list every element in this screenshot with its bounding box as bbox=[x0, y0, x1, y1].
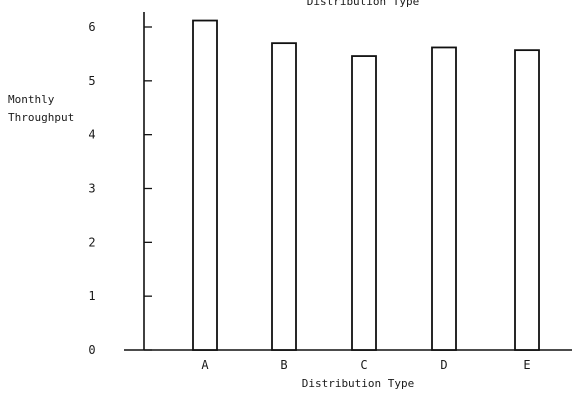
y-axis-label-line-1: Monthly bbox=[8, 93, 55, 106]
bar-e bbox=[514, 49, 540, 351]
bar-d bbox=[431, 46, 457, 351]
x-tick-label-d: D bbox=[440, 358, 447, 372]
x-tick-label-e: E bbox=[523, 358, 530, 372]
x-tick-label-b: B bbox=[280, 358, 287, 372]
y-tick-label: 5 bbox=[88, 74, 95, 88]
y-tick-label: 0 bbox=[88, 343, 95, 357]
y-tick-label: 4 bbox=[88, 128, 95, 142]
y-tick-label: 2 bbox=[88, 235, 95, 249]
y-axis-label-line-2: Throughput bbox=[8, 111, 74, 124]
bar-a bbox=[192, 19, 218, 351]
x-tick-labels: A B C D E bbox=[201, 358, 530, 372]
y-tick-label: 6 bbox=[88, 20, 95, 34]
bar-b bbox=[271, 42, 297, 351]
x-tick-label-c: C bbox=[360, 358, 367, 372]
y-tick-label: 3 bbox=[88, 182, 95, 196]
y-tick-label: 1 bbox=[88, 289, 95, 303]
y-ticks: 0 1 2 3 4 5 6 bbox=[88, 20, 152, 357]
chart-title: Distribution Type bbox=[307, 0, 420, 8]
x-tick-label-a: A bbox=[201, 358, 209, 372]
bars bbox=[192, 19, 540, 351]
bar-c bbox=[351, 55, 377, 351]
x-axis-label: Distribution Type bbox=[302, 377, 415, 390]
